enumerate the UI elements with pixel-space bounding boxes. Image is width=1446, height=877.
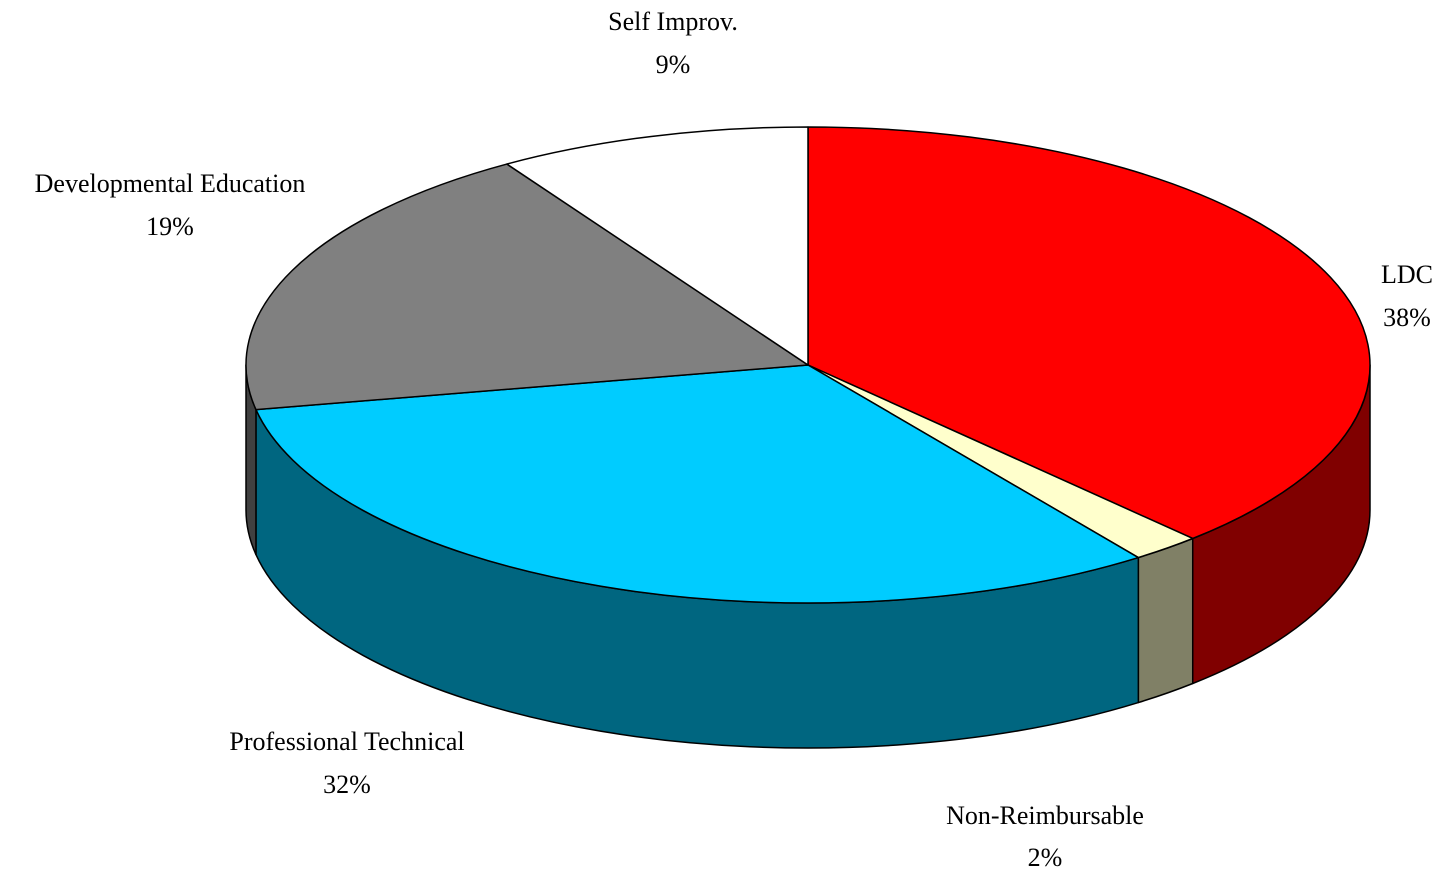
slice-label: Non-Reimbursable [946,801,1144,830]
slice-value-label: 38% [1383,303,1431,332]
slice-label: Self Improv. [608,7,738,36]
slice-value-label: 2% [1028,843,1063,872]
slice-value-label: 19% [146,212,194,241]
slice-side [1137,537,1194,704]
slice-label: Developmental Education [35,169,306,198]
slice-label: LDC [1381,260,1433,289]
slice-value-label: 9% [656,50,691,79]
slice [255,364,1140,604]
slice-value-label: 32% [323,770,371,799]
slice-label: Professional Technical [229,727,464,756]
slice [506,126,809,366]
slice [807,126,1371,540]
slice [245,163,809,411]
